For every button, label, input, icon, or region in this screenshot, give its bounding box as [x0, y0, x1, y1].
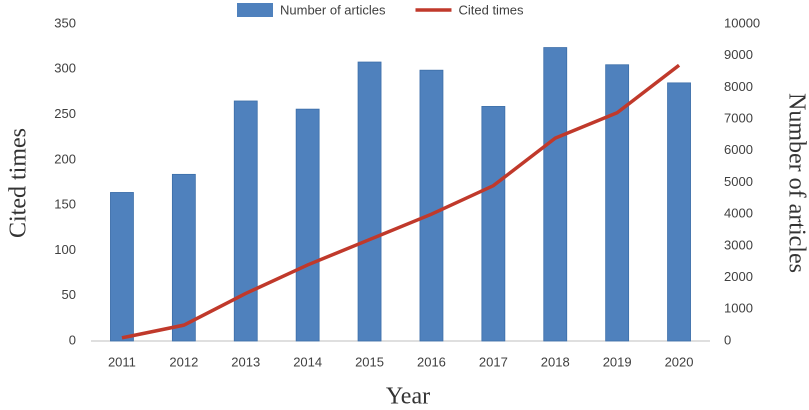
bar [295, 108, 320, 342]
bar [171, 173, 196, 342]
x-tick-label: 2019 [603, 354, 632, 369]
x-axis-title: Year [386, 384, 430, 410]
bar [110, 192, 134, 342]
y2-tick-label: 10000 [724, 15, 760, 30]
legend-swatch [237, 3, 273, 17]
y2-tick-label: 7000 [724, 111, 753, 126]
y2-tick-label: 9000 [724, 47, 753, 62]
y2-axis-title: Number of articles [783, 93, 809, 273]
bar [481, 106, 506, 342]
y2-tick-label: 1000 [724, 301, 753, 316]
x-tick-label: 2014 [293, 354, 322, 369]
x-tick-label: 2013 [231, 354, 260, 369]
bar [419, 69, 444, 342]
y-tick-label: 0 [69, 332, 76, 347]
bar [543, 47, 568, 342]
x-tick-label: 2017 [479, 354, 508, 369]
y-tick-label: 250 [54, 106, 76, 121]
legend-label: Cited times [458, 2, 524, 17]
line [121, 63, 681, 340]
y-tick-label: 200 [54, 151, 76, 166]
bar [357, 61, 382, 342]
x-tick-label: 2016 [417, 354, 446, 369]
y-tick-label: 150 [54, 197, 76, 212]
y2-tick-label: 5000 [724, 174, 753, 189]
bar [667, 82, 691, 342]
y2-tick-label: 0 [724, 332, 731, 347]
x-tick-label: 2015 [355, 354, 384, 369]
legend-label: Number of articles [280, 2, 386, 17]
y-tick-label: 100 [54, 242, 76, 257]
x-tick-label: 2012 [169, 354, 198, 369]
y2-tick-label: 4000 [724, 206, 753, 221]
y2-tick-label: 6000 [724, 142, 753, 157]
x-tick-label: 2020 [665, 354, 694, 369]
y2-tick-label: 8000 [724, 79, 753, 94]
x-tick-label: 2018 [541, 354, 570, 369]
bar [233, 100, 258, 342]
y2-tick-label: 2000 [724, 269, 753, 284]
y-tick-label: 50 [62, 287, 76, 302]
bar [605, 64, 630, 342]
y-tick-label: 300 [54, 61, 76, 76]
x-tick-label: 2011 [108, 354, 136, 369]
y2-tick-label: 3000 [724, 237, 753, 252]
y-tick-label: 350 [54, 15, 76, 30]
y-axis-title: Cited times [6, 128, 32, 238]
